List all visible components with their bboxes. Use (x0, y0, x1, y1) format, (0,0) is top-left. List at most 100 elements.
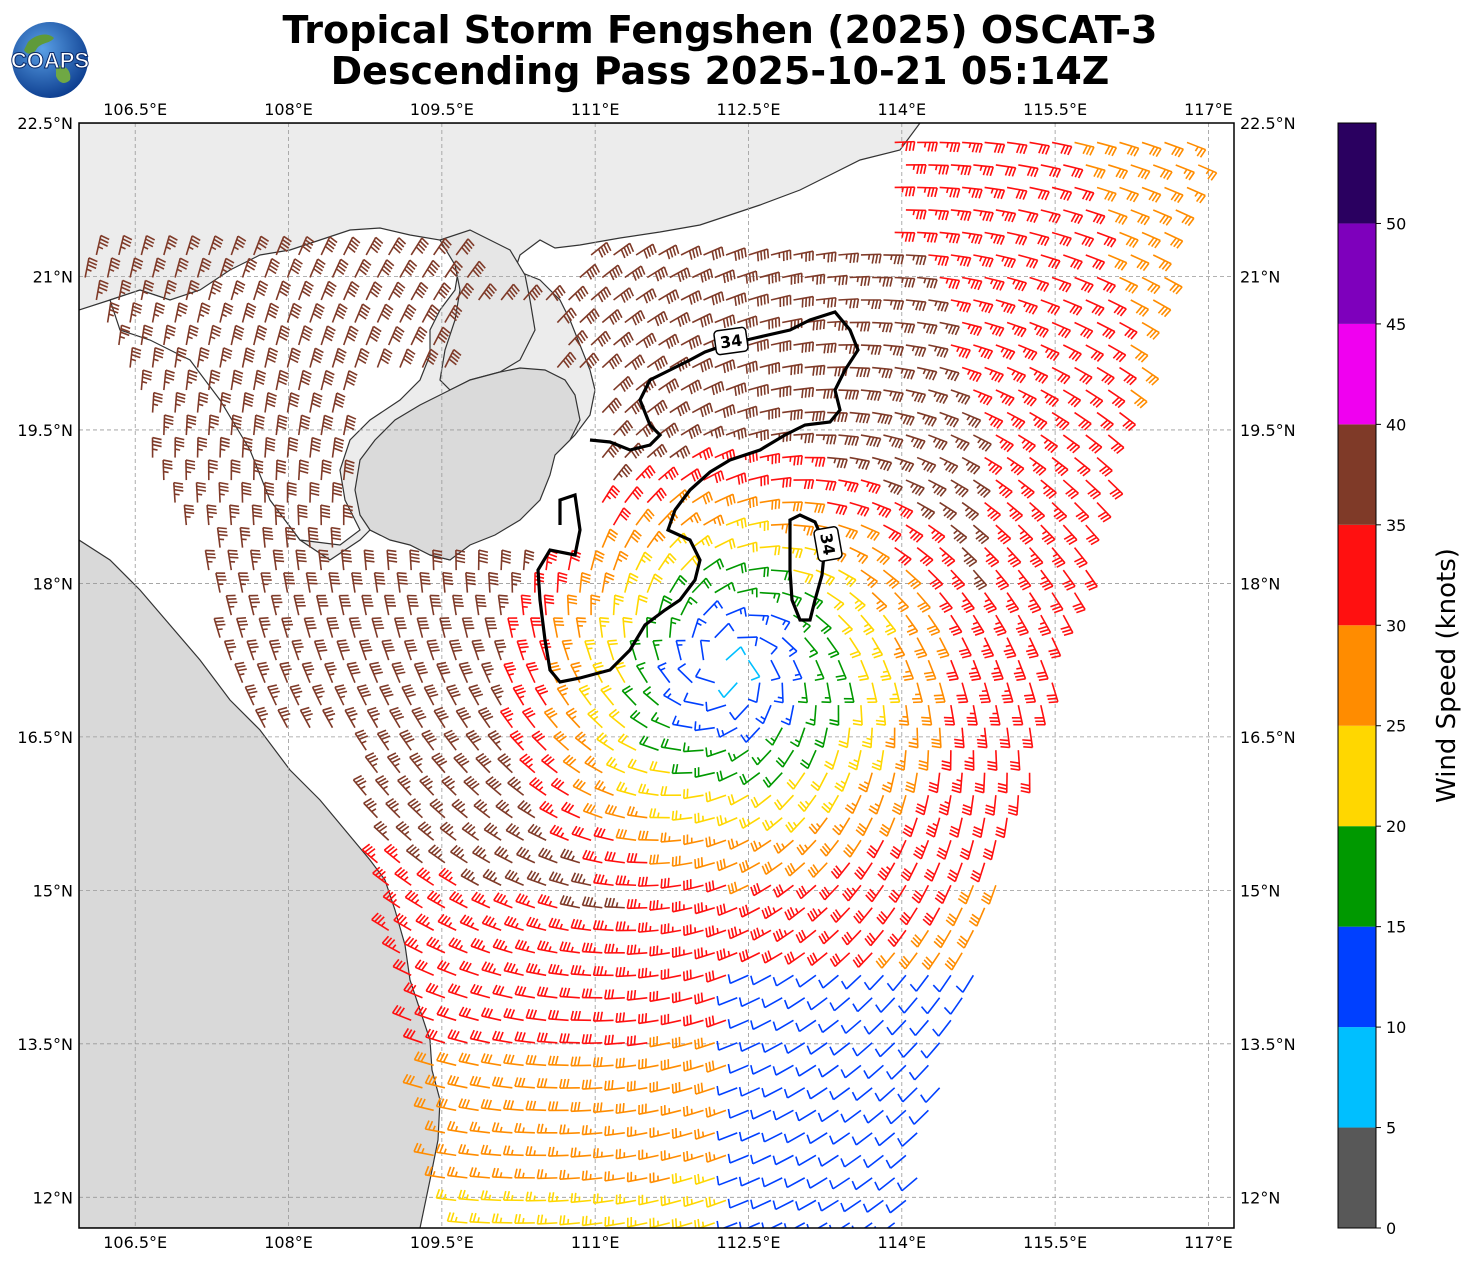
wind-barb (705, 1015, 727, 1028)
contour-label-text-1: 34 (719, 331, 744, 353)
wind-barb (213, 617, 226, 638)
wind-barb (612, 507, 632, 526)
wind-barb (862, 1154, 884, 1169)
wind-barb (624, 309, 646, 326)
wind-barb (550, 777, 570, 796)
wind-barb (793, 386, 815, 399)
wind-barb (908, 1109, 929, 1125)
wind-barb (637, 967, 659, 979)
wind-barb (738, 1176, 761, 1187)
wind-barb (219, 302, 234, 323)
wind-barb (320, 325, 336, 346)
wind-barb (248, 594, 260, 616)
wind-barb (208, 235, 224, 256)
wind-barb (387, 281, 406, 301)
wind-barb (669, 574, 688, 594)
wind-barb (458, 1006, 479, 1022)
wind-barb (553, 730, 570, 751)
wind-barb (951, 772, 963, 794)
wind-barb (950, 254, 972, 267)
wind-barb (592, 1057, 614, 1068)
wind-barb (185, 324, 199, 346)
wind-barb (995, 209, 1017, 223)
wind-barb (371, 912, 390, 931)
wind-barb (660, 1059, 682, 1071)
wind-barb (889, 839, 907, 860)
wind-barb (909, 1019, 929, 1037)
wind-barb (939, 141, 961, 153)
wind-barb (871, 750, 885, 771)
wind-barb (1029, 501, 1046, 522)
wind-barb (657, 552, 677, 571)
wind-barb (956, 929, 975, 949)
wind-barb (826, 637, 840, 659)
wind-barb (944, 952, 963, 971)
wind-barb (206, 504, 217, 526)
wind-barb (425, 1028, 446, 1044)
wind-barb (547, 1146, 569, 1157)
wind-barb (392, 958, 412, 977)
wind-barb (993, 614, 1007, 636)
wind-barb (458, 1098, 479, 1112)
wind-barb (500, 283, 520, 301)
wind-barb (447, 1029, 468, 1044)
wind-barb (765, 727, 783, 746)
wind-barb (604, 1034, 625, 1046)
wind-barb (649, 1127, 670, 1139)
contour-line-main (536, 310, 860, 684)
wind-barb (950, 479, 969, 498)
wind-barb (783, 1042, 806, 1054)
wind-barb (899, 907, 918, 926)
wind-barb (311, 684, 325, 706)
wind-barb (649, 808, 670, 819)
wind-barb (1040, 209, 1061, 224)
wind-barb (196, 436, 208, 458)
wind-barb (246, 639, 259, 661)
wind-barb (683, 924, 704, 937)
wind-barb (658, 244, 680, 260)
wind-barb (1029, 186, 1050, 201)
wind-barb (626, 1035, 648, 1047)
wind-barb (860, 479, 881, 494)
wind-barb (488, 571, 499, 593)
wind-barb (225, 594, 238, 616)
wind-barb (272, 549, 285, 571)
wind-barb (264, 392, 277, 413)
wind-barb (638, 1149, 659, 1161)
wind-barb (908, 1064, 929, 1081)
wind-barb (961, 231, 983, 245)
wind-barb (1029, 276, 1050, 292)
wind-barb (1017, 434, 1036, 453)
wind-barb (574, 731, 592, 751)
wind-barb (748, 520, 769, 531)
wind-barb (815, 434, 837, 445)
wind-barb (905, 209, 927, 220)
wind-barb (891, 794, 907, 816)
wind-barb (761, 950, 783, 964)
wind-barb (682, 1059, 704, 1072)
wind-barb (413, 1097, 434, 1112)
wind-barb (736, 315, 758, 329)
wind-barb (829, 997, 851, 1012)
wind-barb (770, 476, 792, 488)
wind-barb (604, 989, 625, 1000)
wind-barb (450, 844, 468, 864)
wind-barb (534, 684, 549, 706)
wind-barb (568, 285, 589, 302)
wind-barb (682, 969, 704, 982)
wind-barb (277, 706, 291, 729)
wind-barb (436, 959, 457, 977)
wind-barb (354, 258, 372, 278)
wind-barb (905, 569, 922, 590)
wind-barb (1096, 276, 1117, 294)
wind-barb (658, 378, 680, 394)
lat-label-right-1: 21°N (1240, 267, 1280, 286)
wind-barb (694, 1128, 716, 1140)
wind-barb (864, 929, 885, 947)
wind-barb (490, 684, 504, 706)
wind-barb (441, 775, 457, 796)
wind-barb (928, 209, 950, 221)
wind-barb (328, 572, 341, 593)
wind-barb (898, 705, 910, 726)
wind-barb (962, 186, 983, 199)
